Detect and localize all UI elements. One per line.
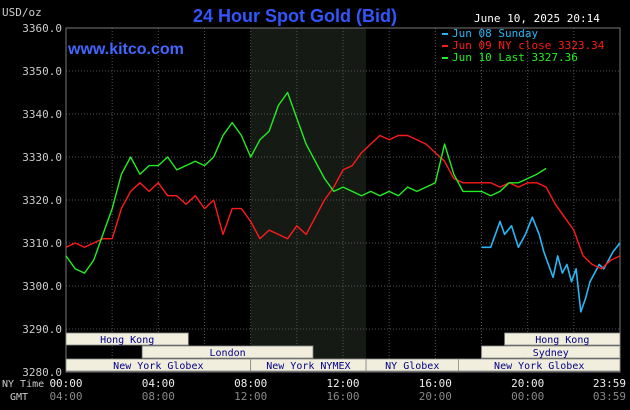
y-tick-label: 3290.0 [22,323,62,336]
session-label: Hong Kong [535,335,589,346]
y-tick-label: 3340.0 [22,108,62,121]
x-axis: 00:0004:0004:0008:0008:0012:0012:0016:00… [49,377,626,403]
x-tick-ny: 16:00 [419,377,452,390]
x-tick-gmt: 00:00 [511,390,544,403]
y-tick-label: 3330.0 [22,151,62,164]
currency-label: USD/oz [2,6,42,19]
y-axis: 3360.0 3350.0 3340.0 3330.0 3320.0 3310.0 3300… [22,22,62,379]
y-tick-label: 3360.0 [22,22,62,35]
y-tick-label: 3350.0 [22,65,62,78]
x-tick-ny: 23:59 [593,377,626,390]
session-label: NY Globex [385,361,439,372]
gmt-label: GMT [10,392,28,403]
y-tick-label: 3320.0 [22,194,62,207]
session-bar [65,332,189,346]
session-label: New York NYMEX [266,361,350,372]
legend-label: Jun 10 Last 3327.36 [452,51,578,64]
x-tick-ny: 00:00 [49,377,82,390]
x-tick-ny: 04:00 [142,377,175,390]
y-tick-label: 3280.0 [22,366,62,379]
series-line-2 [65,91,547,274]
x-tick-ny: 12:00 [326,377,359,390]
session-label: Sydney [533,348,569,359]
session-label: London [210,348,246,359]
legend-swatch [442,45,448,47]
legend-swatch [442,33,448,35]
ny-time-label: NY Time [2,379,44,390]
x-tick-gmt: 16:00 [326,390,359,403]
session-bar [141,345,314,359]
session-bar [504,332,621,346]
series-line-1 [65,134,621,270]
session-label: New York Globex [113,361,203,372]
session-bar [458,358,621,372]
x-tick-gmt: 03:59 [593,390,626,403]
chart-title: 24 Hour Spot Gold (Bid) [193,6,397,26]
series-line-0 [481,216,621,313]
session-label: Hong Kong [100,335,154,346]
grid-lines [65,27,621,373]
x-tick-gmt: 12:00 [234,390,267,403]
site-url[interactable]: www.kitco.com [67,41,184,58]
legend-label: Jun 08 Sunday [452,27,538,40]
market-sessions: Hong Kong Hong Kong London Sydney New York G… [65,332,621,372]
x-tick-gmt: 08:00 [142,390,175,403]
nymex-session-shade [250,28,367,372]
x-tick-gmt: 20:00 [419,390,452,403]
price-series [65,91,621,313]
chart-date: June 10, 2025 20:14 [474,12,600,25]
session-bar [481,345,621,359]
x-tick-ny: 20:00 [511,377,544,390]
x-tick-gmt: 04:00 [49,390,82,403]
plot-frame [65,27,621,373]
legend-swatch [442,57,448,59]
y-tick-label: 3310.0 [22,237,62,250]
session-label: New York Globex [494,361,584,372]
legend-label: Jun 09 NY close 3323.34 [452,39,605,52]
y-tick-label: 3300.0 [22,280,62,293]
x-tick-ny: 08:00 [234,377,267,390]
